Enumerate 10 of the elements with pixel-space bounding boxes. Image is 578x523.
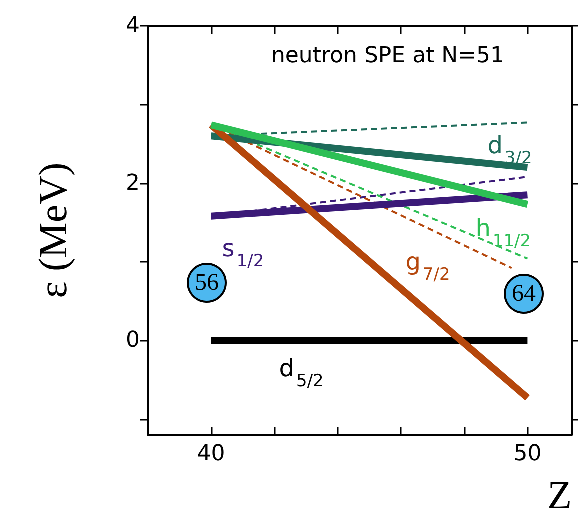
text: neutron SPE at N=51 bbox=[271, 44, 505, 68]
y-tick-label: 2 bbox=[126, 170, 140, 196]
annotation: 56 bbox=[195, 270, 219, 296]
y-axis-title: ε (MeV) bbox=[30, 162, 76, 298]
x-tick-label: 40 bbox=[197, 442, 226, 466]
y-tick-label: 0 bbox=[126, 328, 140, 354]
x-tick-label: 50 bbox=[514, 442, 542, 466]
y-tick-label: 4 bbox=[126, 14, 140, 38]
x-axis-title: Z bbox=[548, 472, 572, 518]
annotation: 64 bbox=[512, 281, 536, 307]
